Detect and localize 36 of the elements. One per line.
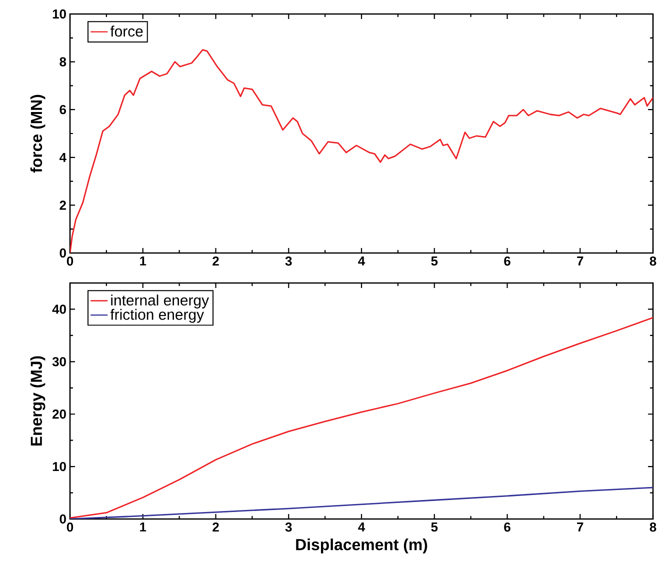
- legend-label: internal energy: [111, 294, 209, 308]
- x-tick-label: 1: [140, 256, 146, 266]
- x-tick-label: 3: [285, 522, 292, 532]
- y-axis-title: Energy (MJ): [30, 356, 46, 446]
- x-tick-label: 8: [650, 522, 656, 532]
- y-axis-title: force (MN): [30, 94, 46, 173]
- x-tick-label: 7: [577, 256, 584, 266]
- y-tick-label: 0: [60, 248, 66, 258]
- y-tick-label: 2: [60, 200, 66, 210]
- x-tick-label: 4: [358, 522, 366, 532]
- y-tick-label: 0: [60, 514, 66, 524]
- y-tick-label: 10: [52, 462, 66, 472]
- x-tick-label: 1: [140, 522, 146, 532]
- legend-label: friction energy: [110, 308, 204, 323]
- x-tick-label: 5: [431, 256, 438, 266]
- x-tick-label: 8: [650, 256, 656, 266]
- x-tick-label: 2: [212, 522, 219, 532]
- x-tick-label: 0: [66, 522, 74, 532]
- legend-label: force: [110, 26, 143, 37]
- y-tick-label: 6: [60, 105, 66, 114]
- x-tick-label: 5: [431, 522, 438, 532]
- x-tick-label: 6: [504, 522, 510, 532]
- y-tick-label: 40: [52, 304, 66, 314]
- x-tick-label: 3: [285, 256, 292, 266]
- x-tick-label: 4: [358, 256, 366, 266]
- y-tick-label: 30: [52, 357, 66, 366]
- x-tick-label: 6: [504, 256, 510, 266]
- line-series: [70, 49, 653, 253]
- y-tick-label: 10: [52, 9, 66, 19]
- x-axis-title: Displacement (m): [296, 538, 428, 554]
- y-tick-label: 4: [59, 152, 66, 162]
- x-tick-label: 7: [577, 522, 584, 532]
- x-tick-label: 0: [66, 256, 74, 266]
- x-tick-label: 2: [212, 256, 219, 266]
- y-tick-label: 20: [52, 410, 66, 419]
- y-tick-label: 8: [60, 57, 66, 66]
